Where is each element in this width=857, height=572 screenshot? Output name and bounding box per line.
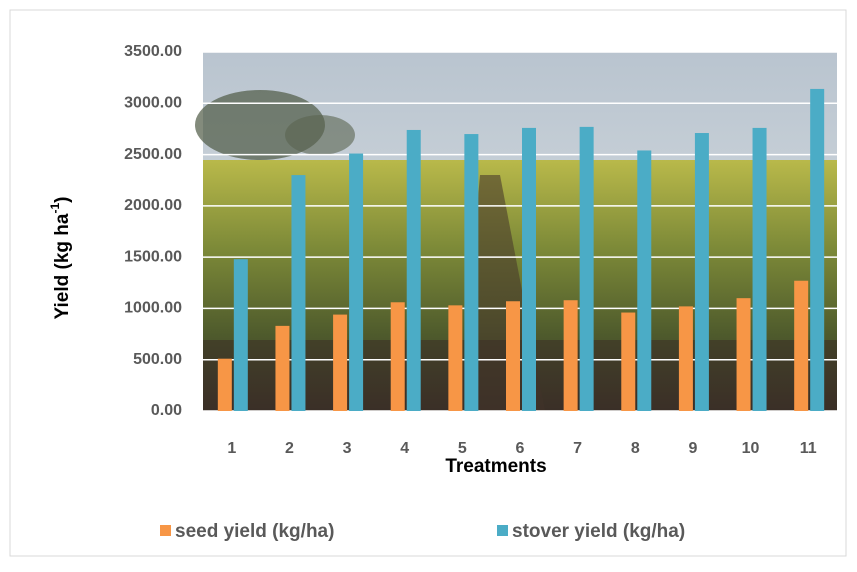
bar — [291, 175, 306, 411]
x-tick-label: 11 — [800, 440, 817, 457]
bar — [579, 126, 594, 412]
bar — [522, 127, 536, 411]
x-tick-label: 4 — [400, 440, 409, 457]
x-tick-label: 5 — [458, 440, 467, 457]
y-tick-label: 2500.00 — [124, 146, 182, 163]
bar — [678, 306, 693, 411]
y-label-end: ) — [52, 197, 73, 203]
bar — [217, 358, 232, 411]
x-tick-label: 7 — [573, 440, 582, 457]
x-tick-label: 2 — [285, 440, 294, 457]
bar — [390, 302, 405, 411]
x-tick-label: 8 — [631, 440, 640, 457]
legend-swatch — [497, 525, 508, 536]
bar — [349, 153, 364, 411]
bar — [563, 300, 578, 411]
y-tick-label: 1000.00 — [124, 300, 182, 317]
bar — [694, 133, 709, 411]
x-tick-label: 6 — [516, 440, 525, 457]
bar — [794, 280, 809, 411]
x-tick-label: 3 — [343, 440, 352, 457]
bar — [406, 129, 421, 411]
y-tick-label: 0.00 — [151, 402, 182, 419]
y-tick-label: 3000.00 — [124, 95, 182, 112]
y-tick-label: 2000.00 — [124, 197, 182, 214]
legend-label: seed yield (kg/ha) — [175, 521, 334, 542]
bar — [275, 325, 290, 411]
y-tick-label: 3500.00 — [124, 43, 182, 60]
y-axis-label: Yield (kg ha-1) — [48, 197, 73, 320]
bar — [810, 88, 825, 411]
y-label-sup: -1 — [48, 203, 62, 214]
bar — [464, 134, 479, 412]
legend-label: stover yield (kg/ha) — [512, 521, 685, 542]
legend-swatch — [160, 525, 171, 536]
y-label-text: Yield (kg ha — [52, 213, 73, 319]
x-tick-label: 1 — [227, 440, 236, 457]
x-axis-label: Treatments — [445, 456, 546, 477]
x-tick-label: 10 — [742, 440, 760, 457]
y-tick-label: 500.00 — [133, 351, 182, 368]
x-tick-label: 9 — [688, 440, 697, 457]
bar — [333, 314, 348, 411]
bar — [233, 259, 248, 411]
y-tick-label: 1500.00 — [124, 248, 182, 265]
bar — [637, 150, 652, 411]
bar — [448, 305, 463, 411]
bar — [736, 298, 751, 411]
bar — [506, 301, 520, 411]
bar — [621, 312, 636, 411]
bar — [752, 127, 767, 411]
